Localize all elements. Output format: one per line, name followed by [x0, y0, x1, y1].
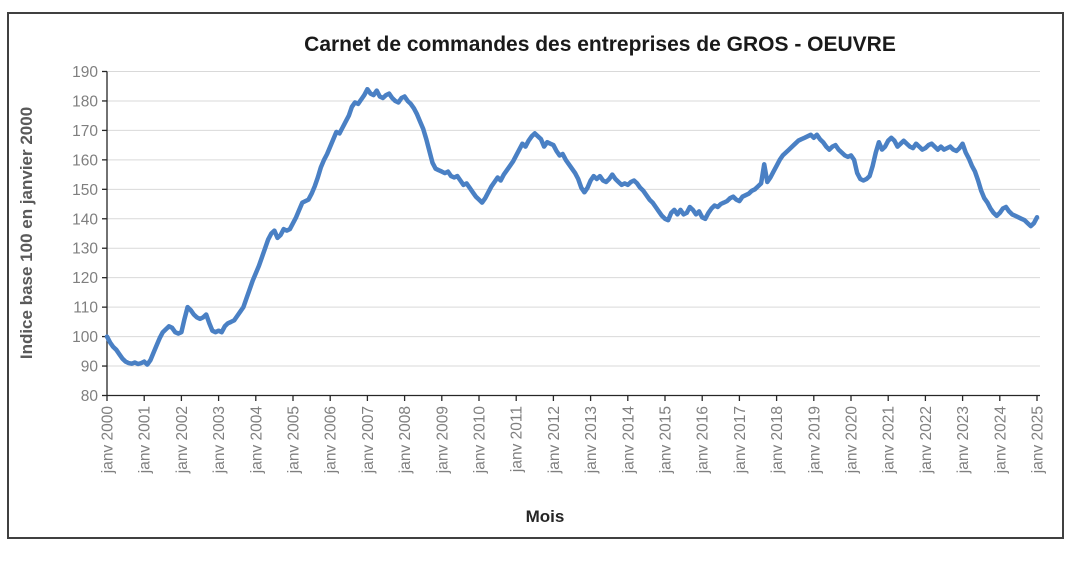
x-axis-tick-label: janv 2008 — [397, 406, 414, 474]
tick-labels-layer: 80 90 100 110 120 130 140 150 160 170 180 190 janv 2… — [72, 64, 1046, 474]
y-axis-tick-label: 180 — [72, 93, 98, 110]
gridlines-layer — [107, 71, 1040, 367]
x-axis-tick-label: janv 2014 — [620, 406, 637, 475]
y-axis-tick-label: 160 — [72, 152, 98, 169]
y-axis-tick-label: 120 — [72, 270, 98, 287]
x-axis-tick-label: janv 2013 — [583, 406, 600, 474]
series-layer — [104, 86, 1040, 367]
x-axis-tick-label: janv 2025 — [1030, 406, 1047, 474]
x-axis-tick-label: janv 2017 — [732, 406, 749, 474]
y-axis-tick-label: 130 — [72, 241, 98, 258]
x-axis-tick-label: janv 2018 — [769, 406, 786, 474]
x-axis-tick-label: janv 2009 — [434, 406, 451, 474]
y-axis-tick-label: 190 — [72, 64, 98, 81]
x-axis-tick-label: janv 2002 — [174, 406, 191, 474]
x-axis-tick-label: janv 2001 — [137, 406, 154, 474]
y-axis-tick-label: 140 — [72, 211, 98, 228]
x-axis-tick-label: janv 2023 — [955, 406, 972, 474]
axes-layer — [102, 70, 1040, 401]
chart-title: Carnet de commandes des entreprises de G… — [304, 33, 896, 56]
y-axis-tick-label: 150 — [72, 182, 98, 199]
x-axis-tick-label: janv 2010 — [472, 406, 489, 475]
y-axis-tick-label: 80 — [81, 388, 99, 405]
x-axis-tick-label: janv 2016 — [695, 406, 712, 474]
x-axis-tick-label: janv 2022 — [918, 406, 935, 474]
x-axis-title: Mois — [526, 507, 565, 526]
x-axis-tick-label: janv 2019 — [806, 406, 823, 474]
y-axis-tick-label: 170 — [72, 123, 98, 140]
y-axis-title: Indice base 100 en janvier 2000 — [17, 107, 36, 359]
x-axis-tick-label: janv 2021 — [881, 406, 898, 474]
x-axis-tick-label: janv 2024 — [992, 406, 1009, 475]
x-axis-tick-label: janv 2006 — [323, 406, 340, 474]
x-axis-tick-label: janv 2020 — [844, 406, 861, 475]
x-axis-tick-label: janv 2000 — [100, 406, 117, 475]
x-axis-tick-label: janv 2011 — [509, 406, 526, 473]
series-line — [104, 86, 1040, 367]
x-axis-tick-label: janv 2005 — [286, 406, 303, 474]
x-axis-tick-label: janv 2007 — [360, 406, 377, 474]
x-axis-tick-label: janv 2015 — [658, 406, 675, 474]
x-axis-tick-label: janv 2012 — [546, 406, 563, 474]
y-axis-tick-label: 110 — [73, 300, 98, 317]
chart-frame-border — [7, 12, 1064, 539]
x-axis-tick-label: janv 2004 — [248, 406, 265, 475]
x-axis-tick-label: janv 2003 — [211, 406, 228, 474]
y-axis-tick-label: 100 — [72, 329, 98, 346]
y-axis-tick-label: 90 — [81, 359, 99, 376]
